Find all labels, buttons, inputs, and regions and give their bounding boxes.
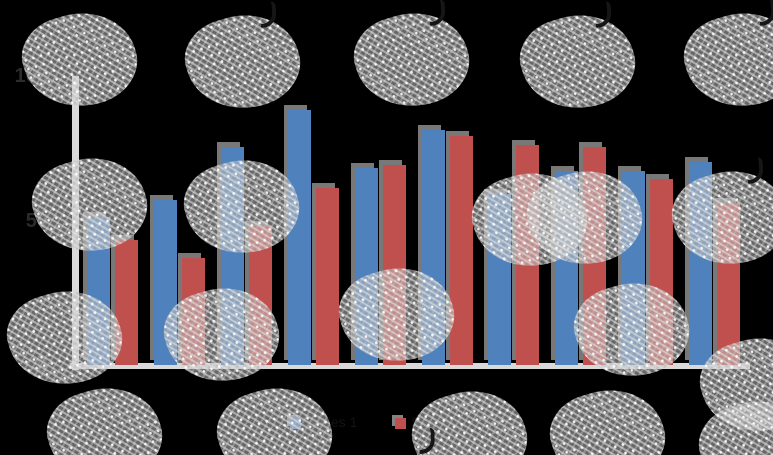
watermark-blob — [175, 0, 311, 124]
watermark-blob — [662, 156, 773, 280]
watermark-blob — [402, 376, 538, 455]
watermark-blob — [510, 0, 646, 124]
watermark-glyph — [428, 0, 446, 26]
watermark-glyph — [758, 0, 773, 26]
watermark-blob — [344, 0, 480, 122]
watermark-blob — [207, 373, 343, 455]
watermark-glyph — [746, 157, 764, 184]
bar-series2-group6 — [450, 136, 473, 365]
bar-series2-group4 — [316, 188, 339, 365]
watermark-blob — [674, 0, 773, 122]
watermark-blob — [37, 373, 173, 455]
watermark-blob — [540, 375, 676, 455]
watermark-blob — [0, 276, 133, 400]
x-axis-line — [70, 363, 750, 369]
watermark-blob — [12, 0, 148, 122]
legend-swatch-series2 — [395, 418, 406, 429]
bar-series1-group4 — [288, 110, 311, 365]
watermark-glyph — [594, 1, 612, 28]
watermark-glyph — [259, 1, 277, 28]
watermark-glyph — [418, 427, 436, 455]
